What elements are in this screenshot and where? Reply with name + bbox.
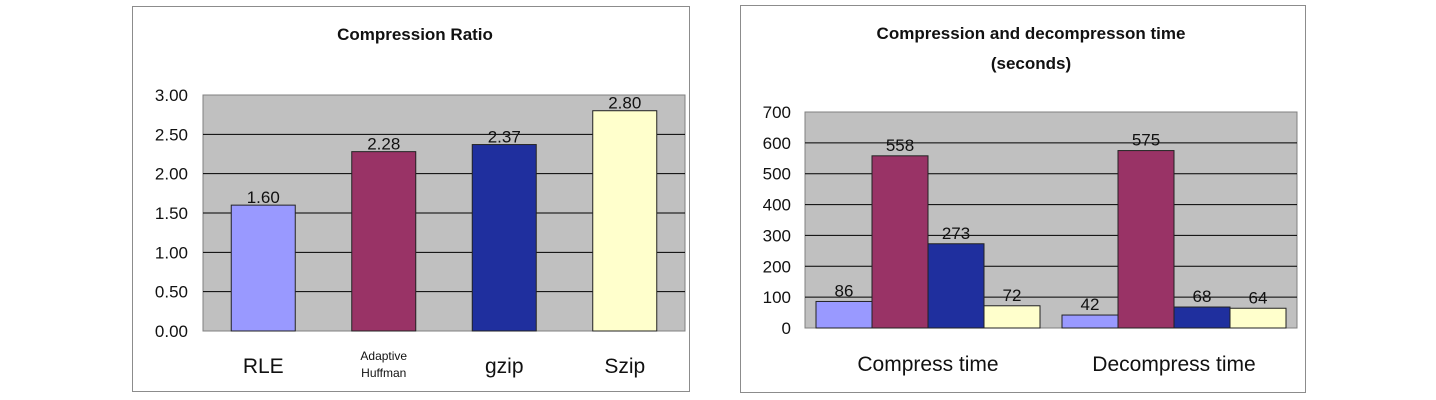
y-tick-label: 600 [763,134,791,153]
bar [871,155,929,329]
data-label: 42 [1081,295,1100,314]
x-category-label: gzip [485,355,524,378]
data-label: 86 [835,281,854,300]
y-tick-label: 400 [763,196,791,215]
y-tick-label: 2.50 [155,125,188,144]
data-label: 2.28 [367,135,400,154]
bar [230,204,296,332]
y-tick-label: 700 [763,103,791,122]
y-tick-label: 2.00 [155,165,188,184]
bar [1229,307,1287,329]
data-label: 1.60 [247,188,280,207]
data-label: 575 [1132,131,1160,150]
y-tick-label: 0 [782,319,791,338]
x-category-label: Szip [604,355,645,378]
compression-time-svg: Compression and decompresson time (secon… [763,24,1298,376]
x-category-label: Huffman [361,366,406,380]
y-tick-label: 3.00 [155,86,188,105]
compression-ratio-chart: Compression Ratio 0.00 0.50 1.00 1.50 2.00 2.… [132,6,690,392]
bar [815,300,873,329]
chart-title-line-2: (seconds) [991,54,1071,73]
x-category-label: Compress time [857,353,998,376]
x-category-label: Adaptive [360,349,407,363]
compression-ratio-svg: Compression Ratio 0.00 0.50 1.00 1.50 2.00 2.… [155,25,686,380]
y-tick-label: 500 [763,165,791,184]
bar [1061,314,1119,329]
y-tick-label: 300 [763,226,791,245]
data-label: 558 [886,136,914,155]
y-tick-label: 1.00 [155,243,188,262]
y-tick-label: 200 [763,257,791,276]
bar [927,243,985,329]
x-category-label: RLE [243,355,284,378]
data-label: 68 [1193,287,1212,306]
bar [592,110,658,332]
bar [1117,150,1175,329]
data-label: 72 [1003,286,1022,305]
compression-time-chart: Compression and decompresson time (secon… [740,5,1306,393]
chart-title-line-1: Compression and decompresson time [877,24,1186,43]
bar [1173,306,1231,329]
y-tick-label: 1.50 [155,204,188,223]
bar [983,305,1041,329]
y-tick-label: 0.00 [155,322,188,341]
chart-title: Compression Ratio [337,25,493,44]
bar [471,144,537,332]
data-label: 2.37 [488,128,521,147]
y-tick-label: 0.50 [155,283,188,302]
y-tick-label: 100 [763,288,791,307]
x-category-label: Decompress time [1092,353,1255,376]
data-label: 2.80 [608,94,641,113]
data-label: 64 [1249,288,1268,307]
bar [351,151,417,332]
data-label: 273 [942,224,970,243]
